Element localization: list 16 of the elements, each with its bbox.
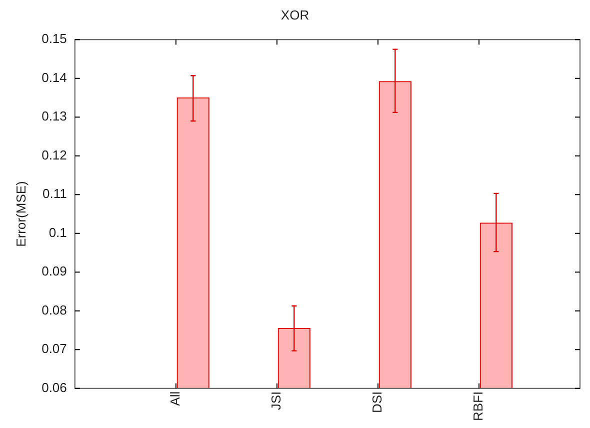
y-tick-label: 0.08 — [42, 302, 67, 318]
x-tick-label: DSI — [370, 391, 385, 414]
x-tick-label: All — [168, 391, 182, 406]
y-tick-label: 0.07 — [42, 341, 67, 356]
y-tick-label: 0.09 — [42, 264, 67, 279]
x-tick-label: RBFI — [470, 391, 486, 422]
x-tick-label: JSI — [268, 391, 284, 410]
y-tick-label: 0.14 — [42, 70, 67, 85]
y-tick-label: 0.06 — [42, 380, 67, 395]
y-tick-label: 0.11 — [42, 186, 67, 202]
chart-title: XOR — [280, 7, 310, 22]
y-tick-label: 0.1 — [48, 224, 67, 240]
y-tick-label: 0.12 — [42, 147, 67, 162]
y-tick-label: 0.13 — [42, 108, 67, 124]
y-axis-title: Error(MSE) — [13, 181, 28, 247]
y-tick-label: 0.15 — [42, 31, 67, 46]
